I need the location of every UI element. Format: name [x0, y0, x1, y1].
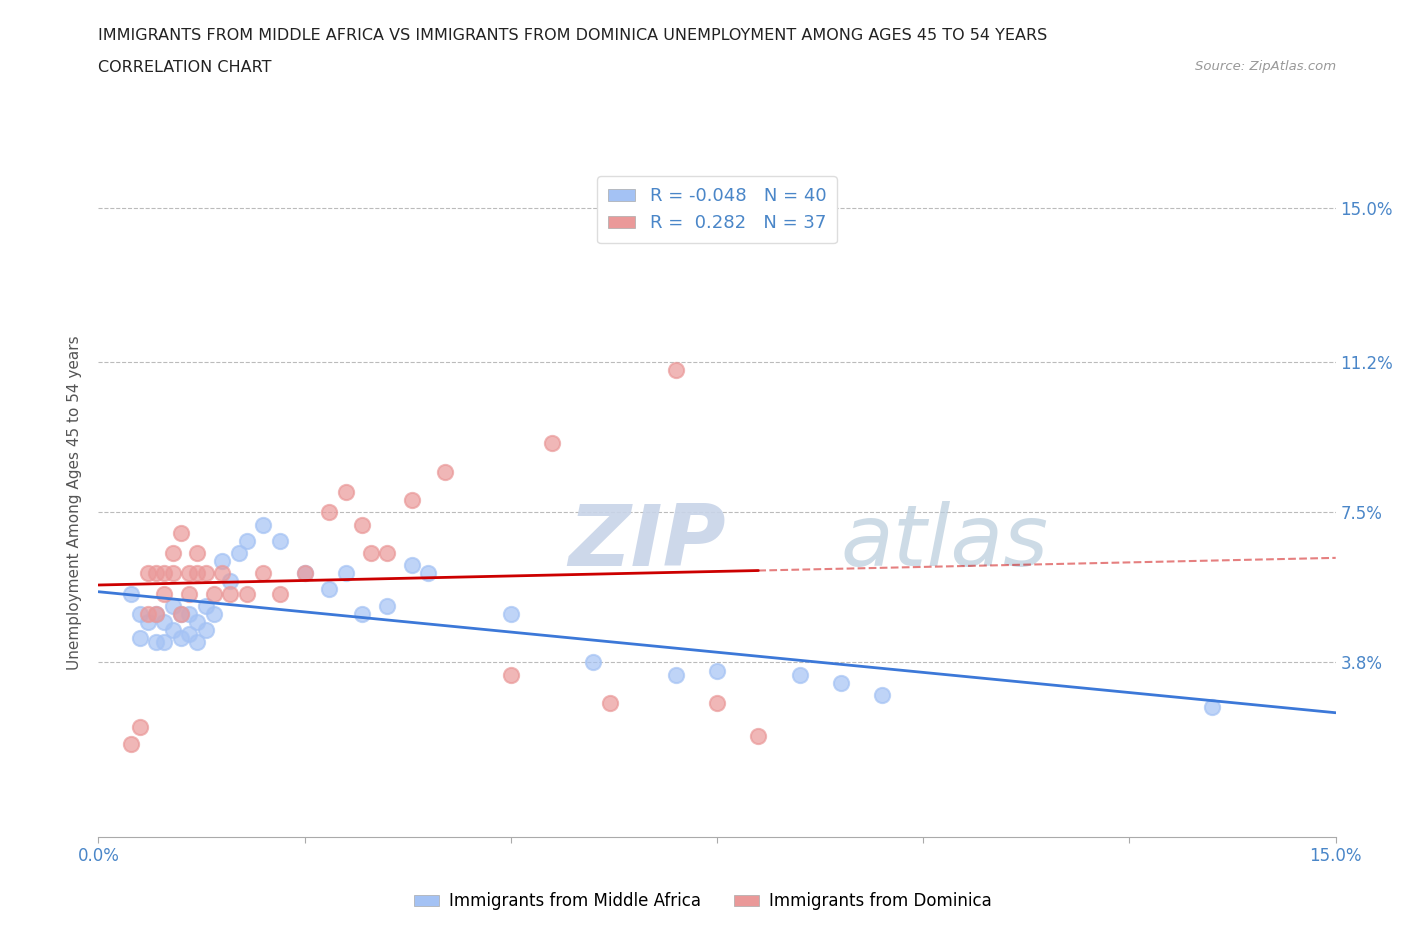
Point — [194, 565, 217, 580]
Point — [186, 615, 208, 630]
Point — [145, 565, 167, 580]
Text: atlas: atlas — [841, 501, 1049, 584]
Point — [335, 565, 357, 580]
Point — [269, 586, 291, 601]
Point — [706, 696, 728, 711]
Point — [318, 582, 340, 597]
Point — [401, 558, 423, 573]
Point — [747, 728, 769, 743]
Point — [418, 565, 440, 580]
Point — [870, 687, 893, 702]
Point — [352, 517, 374, 532]
Point — [335, 485, 357, 499]
Point — [136, 615, 159, 630]
Point — [194, 622, 217, 637]
Point — [228, 546, 250, 561]
Point — [145, 606, 167, 621]
Point — [499, 606, 522, 621]
Point — [153, 635, 176, 650]
Point — [153, 615, 176, 630]
Y-axis label: Unemployment Among Ages 45 to 54 years: Unemployment Among Ages 45 to 54 years — [67, 335, 83, 670]
Point — [179, 586, 201, 601]
Point — [830, 675, 852, 690]
Point — [179, 627, 201, 642]
Legend: Immigrants from Middle Africa, Immigrants from Dominica: Immigrants from Middle Africa, Immigrant… — [408, 885, 998, 917]
Point — [128, 631, 150, 645]
Point — [128, 720, 150, 735]
Point — [665, 363, 688, 378]
Point — [186, 635, 208, 650]
Point — [186, 565, 208, 580]
Point — [136, 565, 159, 580]
Point — [219, 586, 242, 601]
Text: CORRELATION CHART: CORRELATION CHART — [98, 60, 271, 75]
Point — [179, 565, 201, 580]
Point — [128, 606, 150, 621]
Point — [665, 667, 688, 682]
Point — [352, 606, 374, 621]
Point — [170, 525, 193, 540]
Point — [294, 565, 316, 580]
Point — [145, 606, 167, 621]
Point — [179, 606, 201, 621]
Point — [162, 622, 184, 637]
Point — [236, 586, 259, 601]
Point — [202, 606, 225, 621]
Point — [375, 546, 398, 561]
Point — [194, 598, 217, 613]
Point — [252, 517, 274, 532]
Text: IMMIGRANTS FROM MIDDLE AFRICA VS IMMIGRANTS FROM DOMINICA UNEMPLOYMENT AMONG AGE: IMMIGRANTS FROM MIDDLE AFRICA VS IMMIGRA… — [98, 28, 1047, 43]
Point — [269, 533, 291, 548]
Point — [582, 655, 605, 670]
Point — [162, 598, 184, 613]
Point — [211, 553, 233, 568]
Point — [170, 631, 193, 645]
Point — [153, 586, 176, 601]
Point — [706, 663, 728, 678]
Point — [599, 696, 621, 711]
Point — [186, 546, 208, 561]
Point — [401, 493, 423, 508]
Point — [170, 606, 193, 621]
Point — [136, 606, 159, 621]
Point — [120, 737, 142, 751]
Point — [145, 635, 167, 650]
Text: Source: ZipAtlas.com: Source: ZipAtlas.com — [1195, 60, 1336, 73]
Point — [252, 565, 274, 580]
Point — [219, 574, 242, 589]
Point — [499, 667, 522, 682]
Point — [202, 586, 225, 601]
Point — [294, 565, 316, 580]
Point — [236, 533, 259, 548]
Point — [1201, 699, 1223, 714]
Text: ZIP: ZIP — [568, 501, 727, 584]
Point — [153, 565, 176, 580]
Point — [211, 565, 233, 580]
Legend: R = -0.048   N = 40, R =  0.282   N = 37: R = -0.048 N = 40, R = 0.282 N = 37 — [598, 177, 837, 243]
Point — [318, 505, 340, 520]
Point — [375, 598, 398, 613]
Point — [360, 546, 382, 561]
Point — [162, 546, 184, 561]
Point — [162, 565, 184, 580]
Point — [433, 464, 456, 479]
Point — [789, 667, 811, 682]
Point — [120, 586, 142, 601]
Point — [541, 436, 564, 451]
Point — [170, 606, 193, 621]
